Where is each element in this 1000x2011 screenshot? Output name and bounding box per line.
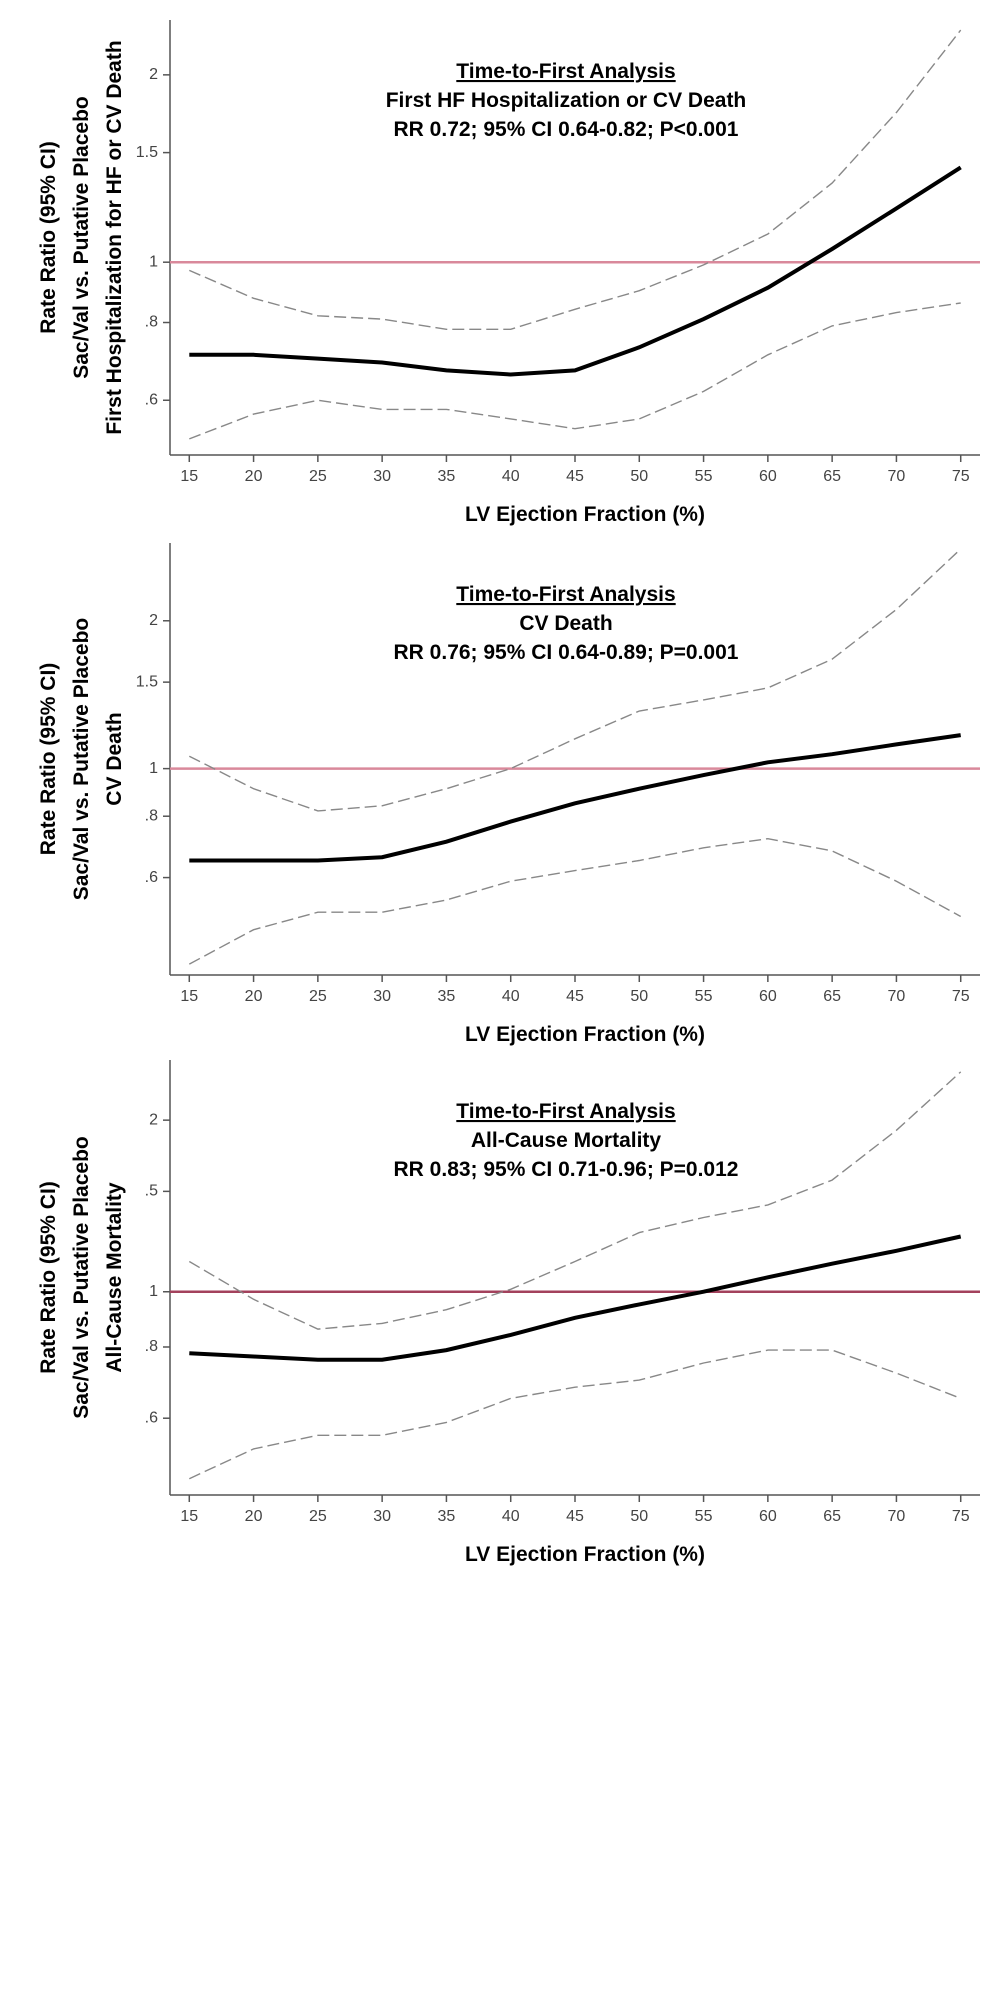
x-tick-label: 70 [888, 468, 906, 485]
x-tick-label: 45 [566, 468, 584, 485]
y-tick-label: .8 [145, 314, 158, 331]
x-axis-label: LV Ejection Fraction (%) [465, 1023, 705, 1046]
y-tick-label: 1 [149, 760, 158, 777]
panel-annotation: RR 0.83; 95% CI 0.71-0.96; P=0.012 [394, 1158, 739, 1181]
x-tick-label: 65 [823, 468, 841, 485]
x-axis-label: LV Ejection Fraction (%) [465, 1543, 705, 1566]
y-axis-label: First Hospitalization for HF or CV Death [103, 40, 126, 434]
y-tick-label: 1 [149, 253, 158, 270]
y-axis-label: Sac/Val vs. Putative Placebo [70, 1136, 93, 1419]
x-axis-label: LV Ejection Fraction (%) [465, 503, 705, 526]
x-tick-label: 20 [245, 988, 263, 1005]
x-tick-label: 35 [438, 988, 456, 1005]
ci-line [189, 29, 962, 330]
estimate-line [189, 165, 962, 377]
panel-title: Time-to-First Analysis [456, 60, 675, 83]
x-tick-label: 40 [502, 1508, 520, 1525]
ci-line [188, 1071, 962, 1330]
y-axis-label: Rate Ratio (95% CI) [37, 663, 60, 856]
x-tick-label: 30 [373, 468, 391, 485]
x-tick-label: 35 [438, 1508, 456, 1525]
y-axis-label: CV Death [103, 712, 126, 805]
panel-subtitle: CV Death [519, 612, 612, 635]
x-tick-label: 55 [695, 1508, 713, 1525]
x-tick-label: 20 [245, 1508, 263, 1525]
x-tick-label: 15 [180, 468, 198, 485]
x-tick-label: 40 [502, 468, 520, 485]
x-tick-label: 20 [245, 468, 263, 485]
x-tick-label: 30 [373, 1508, 391, 1525]
y-tick-label: .8 [145, 1338, 158, 1355]
y-axis-label: Sac/Val vs. Putative Placebo [70, 96, 93, 379]
x-tick-label: 70 [888, 988, 906, 1005]
y-tick-label: .8 [145, 807, 158, 824]
x-tick-label: 25 [309, 1508, 327, 1525]
x-tick-label: 75 [952, 988, 970, 1005]
estimate-line [189, 733, 961, 863]
panel-annotation: RR 0.76; 95% CI 0.64-0.89; P=0.001 [394, 641, 739, 664]
panel-annotation: RR 0.72; 95% CI 0.64-0.82; P<0.001 [394, 118, 739, 141]
chart-panel: .6 .8 1 1.5 2 15 20 25 30 35 40 45 50 55 60 65 70 75 Time-… [37, 20, 980, 526]
x-tick-label: 75 [952, 1508, 970, 1525]
chart-panel: .6 .8 1 .5 2 15 20 25 30 35 40 45 50 55 60 65 70 75 Time-t… [37, 1060, 980, 1566]
y-tick-label: .6 [145, 1409, 158, 1426]
x-tick-label: 25 [309, 468, 327, 485]
x-tick-label: 45 [566, 988, 584, 1005]
ci-line [188, 837, 962, 965]
x-tick-label: 15 [180, 988, 198, 1005]
y-axis-label: All-Cause Mortality [103, 1182, 126, 1373]
estimate-line [189, 1234, 962, 1362]
y-tick-label: .6 [145, 869, 158, 886]
y-tick-label: 2 [149, 66, 158, 83]
x-tick-label: 60 [759, 1508, 777, 1525]
y-axis-label: Rate Ratio (95% CI) [37, 1181, 60, 1374]
x-tick-label: 50 [630, 1508, 648, 1525]
x-tick-label: 55 [695, 468, 713, 485]
x-tick-label: 35 [438, 468, 456, 485]
x-tick-label: 60 [759, 988, 777, 1005]
x-tick-label: 65 [823, 988, 841, 1005]
y-tick-label: .5 [145, 1183, 158, 1200]
x-tick-label: 50 [630, 988, 648, 1005]
x-tick-label: 15 [180, 1508, 198, 1525]
x-tick-label: 30 [373, 988, 391, 1005]
panel-title: Time-to-First Analysis [456, 583, 675, 606]
x-tick-label: 55 [695, 988, 713, 1005]
x-tick-label: 25 [309, 988, 327, 1005]
y-tick-label: 1.5 [136, 144, 158, 161]
y-axis-label: Sac/Val vs. Putative Placebo [70, 618, 93, 901]
y-tick-label: 1 [149, 1283, 158, 1300]
ci-line [189, 1349, 961, 1480]
panel-subtitle: All-Cause Mortality [471, 1129, 662, 1152]
y-tick-label: .6 [145, 391, 158, 408]
ci-line [188, 548, 962, 812]
x-tick-label: 70 [888, 1508, 906, 1525]
y-tick-label: 2 [149, 1111, 158, 1128]
x-tick-label: 60 [759, 468, 777, 485]
y-tick-label: 1.5 [136, 673, 158, 690]
panel-title: Time-to-First Analysis [456, 1100, 675, 1123]
chart-panel: .6 .8 1 1.5 2 15 20 25 30 35 40 45 50 55 60 65 70 75 Time-… [37, 543, 980, 1046]
ci-line [189, 302, 961, 440]
x-tick-label: 50 [630, 468, 648, 485]
x-tick-label: 40 [502, 988, 520, 1005]
x-tick-label: 45 [566, 1508, 584, 1525]
y-axis-label: Rate Ratio (95% CI) [37, 141, 60, 334]
panel-subtitle: First HF Hospitalization or CV Death [386, 89, 747, 112]
x-tick-label: 65 [823, 1508, 841, 1525]
x-tick-label: 75 [952, 468, 970, 485]
y-tick-label: 2 [149, 612, 158, 629]
